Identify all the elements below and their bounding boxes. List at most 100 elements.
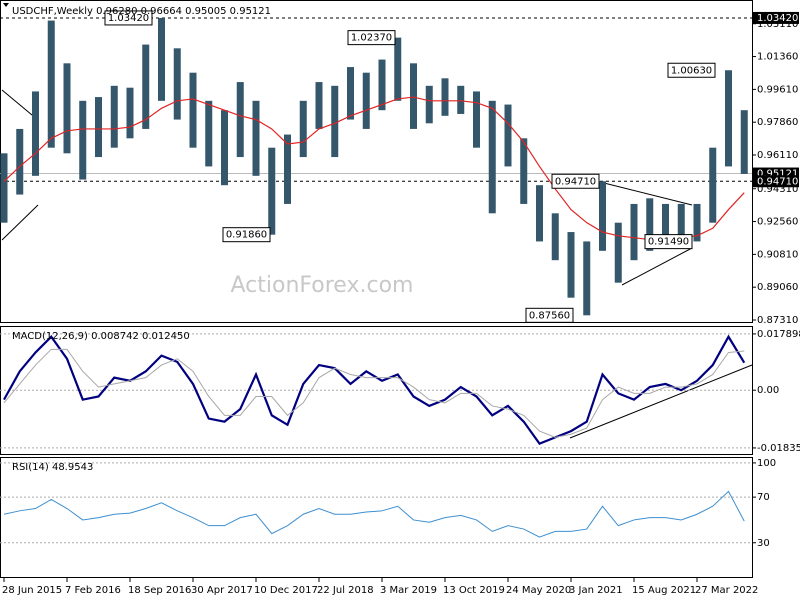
y-tick-label: 0.96110 xyxy=(757,150,798,161)
panel-title: MACD(12,26,9) 0.008742 0.012450 xyxy=(12,331,190,342)
price-bar xyxy=(693,203,701,242)
menu-arrow[interactable] xyxy=(3,3,9,7)
price-bar xyxy=(441,78,449,116)
x-tick-label: 30 Apr 2017 xyxy=(191,585,253,596)
price-bar xyxy=(583,241,591,316)
price-bar xyxy=(457,85,465,114)
price-bar xyxy=(347,67,354,120)
rsi-panel xyxy=(0,457,753,578)
annotation-label: 0.94710 xyxy=(555,176,596,187)
price-bar xyxy=(662,203,669,242)
annotation-label: 1.02370 xyxy=(351,33,392,44)
annotation-box xyxy=(525,307,574,323)
trend-line xyxy=(1,204,39,241)
indicator-line xyxy=(3,490,745,538)
price-bar xyxy=(551,213,559,261)
x-tick-label: 18 Sep 2016 xyxy=(128,585,191,596)
price-bar xyxy=(536,185,543,242)
price-bar xyxy=(362,72,370,129)
annotation-box xyxy=(644,234,693,250)
annotation-box xyxy=(667,62,716,78)
y-tick-label: 0.00 xyxy=(757,385,779,396)
price-bar xyxy=(677,203,685,242)
price-bar xyxy=(378,59,386,111)
y-tick-label: 0.97860 xyxy=(757,117,798,128)
x-tick-label: 28 Jun 2015 xyxy=(2,585,62,596)
annotation-box xyxy=(551,173,600,189)
price-marker xyxy=(753,11,799,24)
price-bar xyxy=(614,222,622,283)
price-bar xyxy=(63,63,71,154)
price-bar xyxy=(205,100,213,167)
x-tick-label: 24 May 2020 xyxy=(506,585,571,596)
trend-line xyxy=(599,181,693,206)
price-bar xyxy=(0,153,8,223)
price-bar xyxy=(709,147,717,223)
price-marker-label: 1.03420 xyxy=(757,13,798,24)
price-bar xyxy=(284,134,291,204)
x-tick-label: 13 Oct 2019 xyxy=(443,585,505,596)
indicator-line xyxy=(3,334,746,446)
x-tick-label: 15 Aug 2021 xyxy=(632,585,696,596)
y-tick-label: 70 xyxy=(757,492,770,503)
watermark: ActionForex.com xyxy=(231,273,414,298)
price-bar xyxy=(630,203,638,261)
y-tick-label: -0.018354 xyxy=(757,443,800,454)
price-bar xyxy=(221,110,228,186)
price-bar xyxy=(158,17,165,101)
price-bar xyxy=(331,85,339,158)
price-bar xyxy=(189,72,197,148)
y-tick-label: 0.87310 xyxy=(757,315,798,326)
price-bar xyxy=(142,44,150,129)
indicator-line xyxy=(3,348,745,438)
price-bar xyxy=(126,87,134,139)
price-bar xyxy=(567,232,575,298)
y-tick-label: 0.99610 xyxy=(757,84,798,95)
annotation-label: 0.91490 xyxy=(648,237,689,248)
y-tick-label: 1.01360 xyxy=(757,52,798,63)
price-bar xyxy=(520,138,528,204)
price-marker-label: 0.94710 xyxy=(757,176,798,187)
panel-title: RSI(14) 48.9543 xyxy=(12,462,93,473)
price-bar xyxy=(740,110,748,174)
price-bar xyxy=(236,82,244,158)
price-marker-label: 0.95121 xyxy=(757,169,798,180)
price-bar xyxy=(599,181,606,251)
annotation-label: 0.91860 xyxy=(226,230,267,241)
annotation-box xyxy=(347,30,396,46)
y-tick-label: 30 xyxy=(757,538,770,549)
trend-line xyxy=(569,364,753,439)
y-tick-label: 0.94310 xyxy=(757,184,798,195)
price-bar xyxy=(252,100,260,176)
price-bar xyxy=(173,48,181,120)
price-bar xyxy=(410,63,417,129)
annotation-box xyxy=(222,227,271,243)
price-bar xyxy=(425,85,433,124)
price-bar xyxy=(725,70,732,167)
price-bar xyxy=(488,100,496,214)
y-tick-label: 0.92560 xyxy=(757,217,798,228)
annotation-label: 1.03420 xyxy=(108,13,149,24)
annotation-label: 1.00630 xyxy=(671,65,712,76)
x-tick-label: 3 Jan 2021 xyxy=(569,585,623,596)
price-bar xyxy=(79,100,87,180)
y-tick-label: 0.90810 xyxy=(757,249,798,260)
price-bar xyxy=(47,20,55,148)
annotation-box xyxy=(104,10,153,26)
price-bar xyxy=(95,97,102,158)
price-bar xyxy=(315,82,323,129)
x-tick-label: 3 Mar 2019 xyxy=(380,585,437,596)
price-marker xyxy=(753,175,799,188)
y-tick-label: 0.89060 xyxy=(757,282,798,293)
x-tick-label: 27 Mar 2022 xyxy=(695,585,758,596)
price-bar xyxy=(504,104,512,167)
price-bar xyxy=(32,91,39,176)
trend-lines xyxy=(1,89,753,439)
y-tick-label: 0.017898 xyxy=(757,329,800,340)
y-tick-label: 100 xyxy=(757,458,776,469)
x-tick-label: 22 Jul 2018 xyxy=(317,585,374,596)
price-bar xyxy=(473,91,480,148)
moving-average xyxy=(3,96,745,241)
annotation-label: 0.87560 xyxy=(529,310,570,321)
